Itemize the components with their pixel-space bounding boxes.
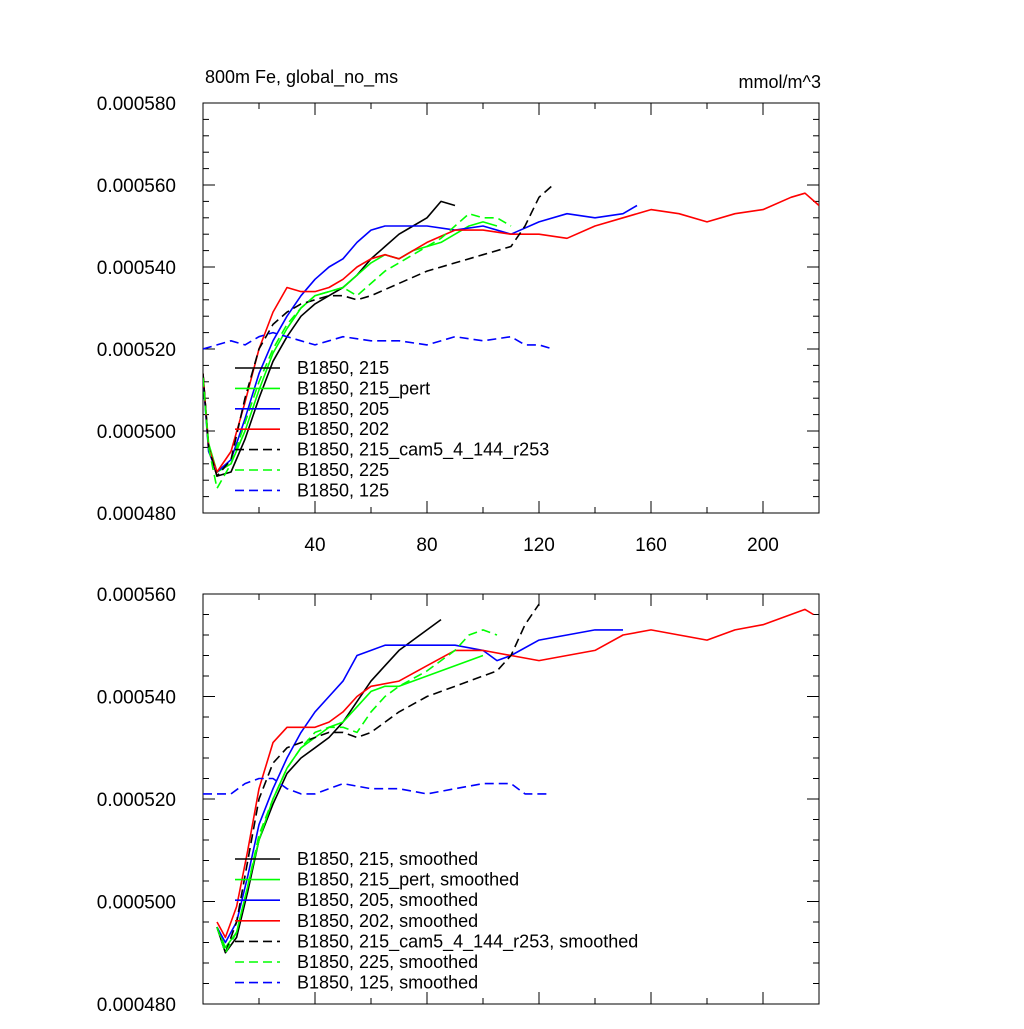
x-tick-label: 200 [747, 535, 779, 556]
y-tick-label: 0.000560 [97, 585, 176, 606]
x-tick-label: 120 [523, 535, 555, 556]
chart-title: 800m Fe, global_no_ms [205, 67, 398, 88]
legend-label: B1850, 225 [297, 460, 389, 480]
y-tick-label: 0.000480 [97, 995, 176, 1016]
legend-label: B1850, 215_pert, smoothed [297, 870, 519, 891]
legend-label: B1850, 215_cam5_4_144_r253 [297, 440, 549, 461]
series-group [203, 603, 814, 954]
legend-label: B1850, 215, smoothed [297, 849, 478, 869]
units-label: mmol/m^3 [739, 72, 821, 92]
y-tick-label: 0.000560 [97, 176, 176, 197]
series-line-5 [216, 629, 498, 954]
legend-label: B1850, 125, smoothed [297, 973, 478, 993]
series-line-3 [203, 192, 819, 473]
x-tick-label: 80 [416, 535, 437, 556]
legend-label: B1850, 202 [297, 419, 389, 439]
plot-frame [202, 102, 820, 514]
y-tick-label: 0.000480 [97, 504, 176, 525]
series-line-0 [203, 200, 456, 477]
y-tick-label: 0.000500 [97, 893, 176, 914]
legend-label: B1850, 225, smoothed [297, 952, 478, 972]
series-line-3 [216, 608, 814, 939]
legend-label: B1850, 215_pert [297, 378, 430, 399]
series-line-6 [203, 331, 554, 350]
y-tick-label: 0.000500 [97, 422, 176, 443]
x-tick-label: 40 [304, 535, 325, 556]
series-line-0 [216, 618, 442, 954]
bottom-panel: 0.000480 0.000500 0.000520 0.000540 0.000560… [97, 585, 820, 1016]
legend-label: B1850, 205 [297, 399, 389, 419]
legend-label: B1850, 125 [297, 480, 389, 500]
top-panel: 800m Fe, global_no_ms mmol/m^3 40 80 120 160 2… [97, 67, 821, 556]
y-tick-label: 0.000520 [97, 790, 176, 811]
legend-label: B1850, 215_cam5_4_144_r253, smoothed [297, 931, 638, 952]
series-line-4 [216, 603, 540, 954]
legend-label: B1850, 202, smoothed [297, 911, 478, 931]
x-tick-label: 160 [635, 535, 667, 556]
legend-label: B1850, 215 [297, 358, 389, 378]
series-line-2 [203, 204, 638, 473]
series-line-6 [203, 777, 548, 795]
y-tick-label: 0.000540 [97, 258, 176, 279]
series-line-2 [216, 629, 623, 944]
y-tick-label: 0.000520 [97, 340, 176, 361]
legend-label: B1850, 205, smoothed [297, 890, 478, 910]
series-line-1 [203, 221, 498, 473]
y-tick-label: 0.000580 [97, 94, 176, 115]
y-tick-label: 0.000540 [97, 688, 176, 709]
